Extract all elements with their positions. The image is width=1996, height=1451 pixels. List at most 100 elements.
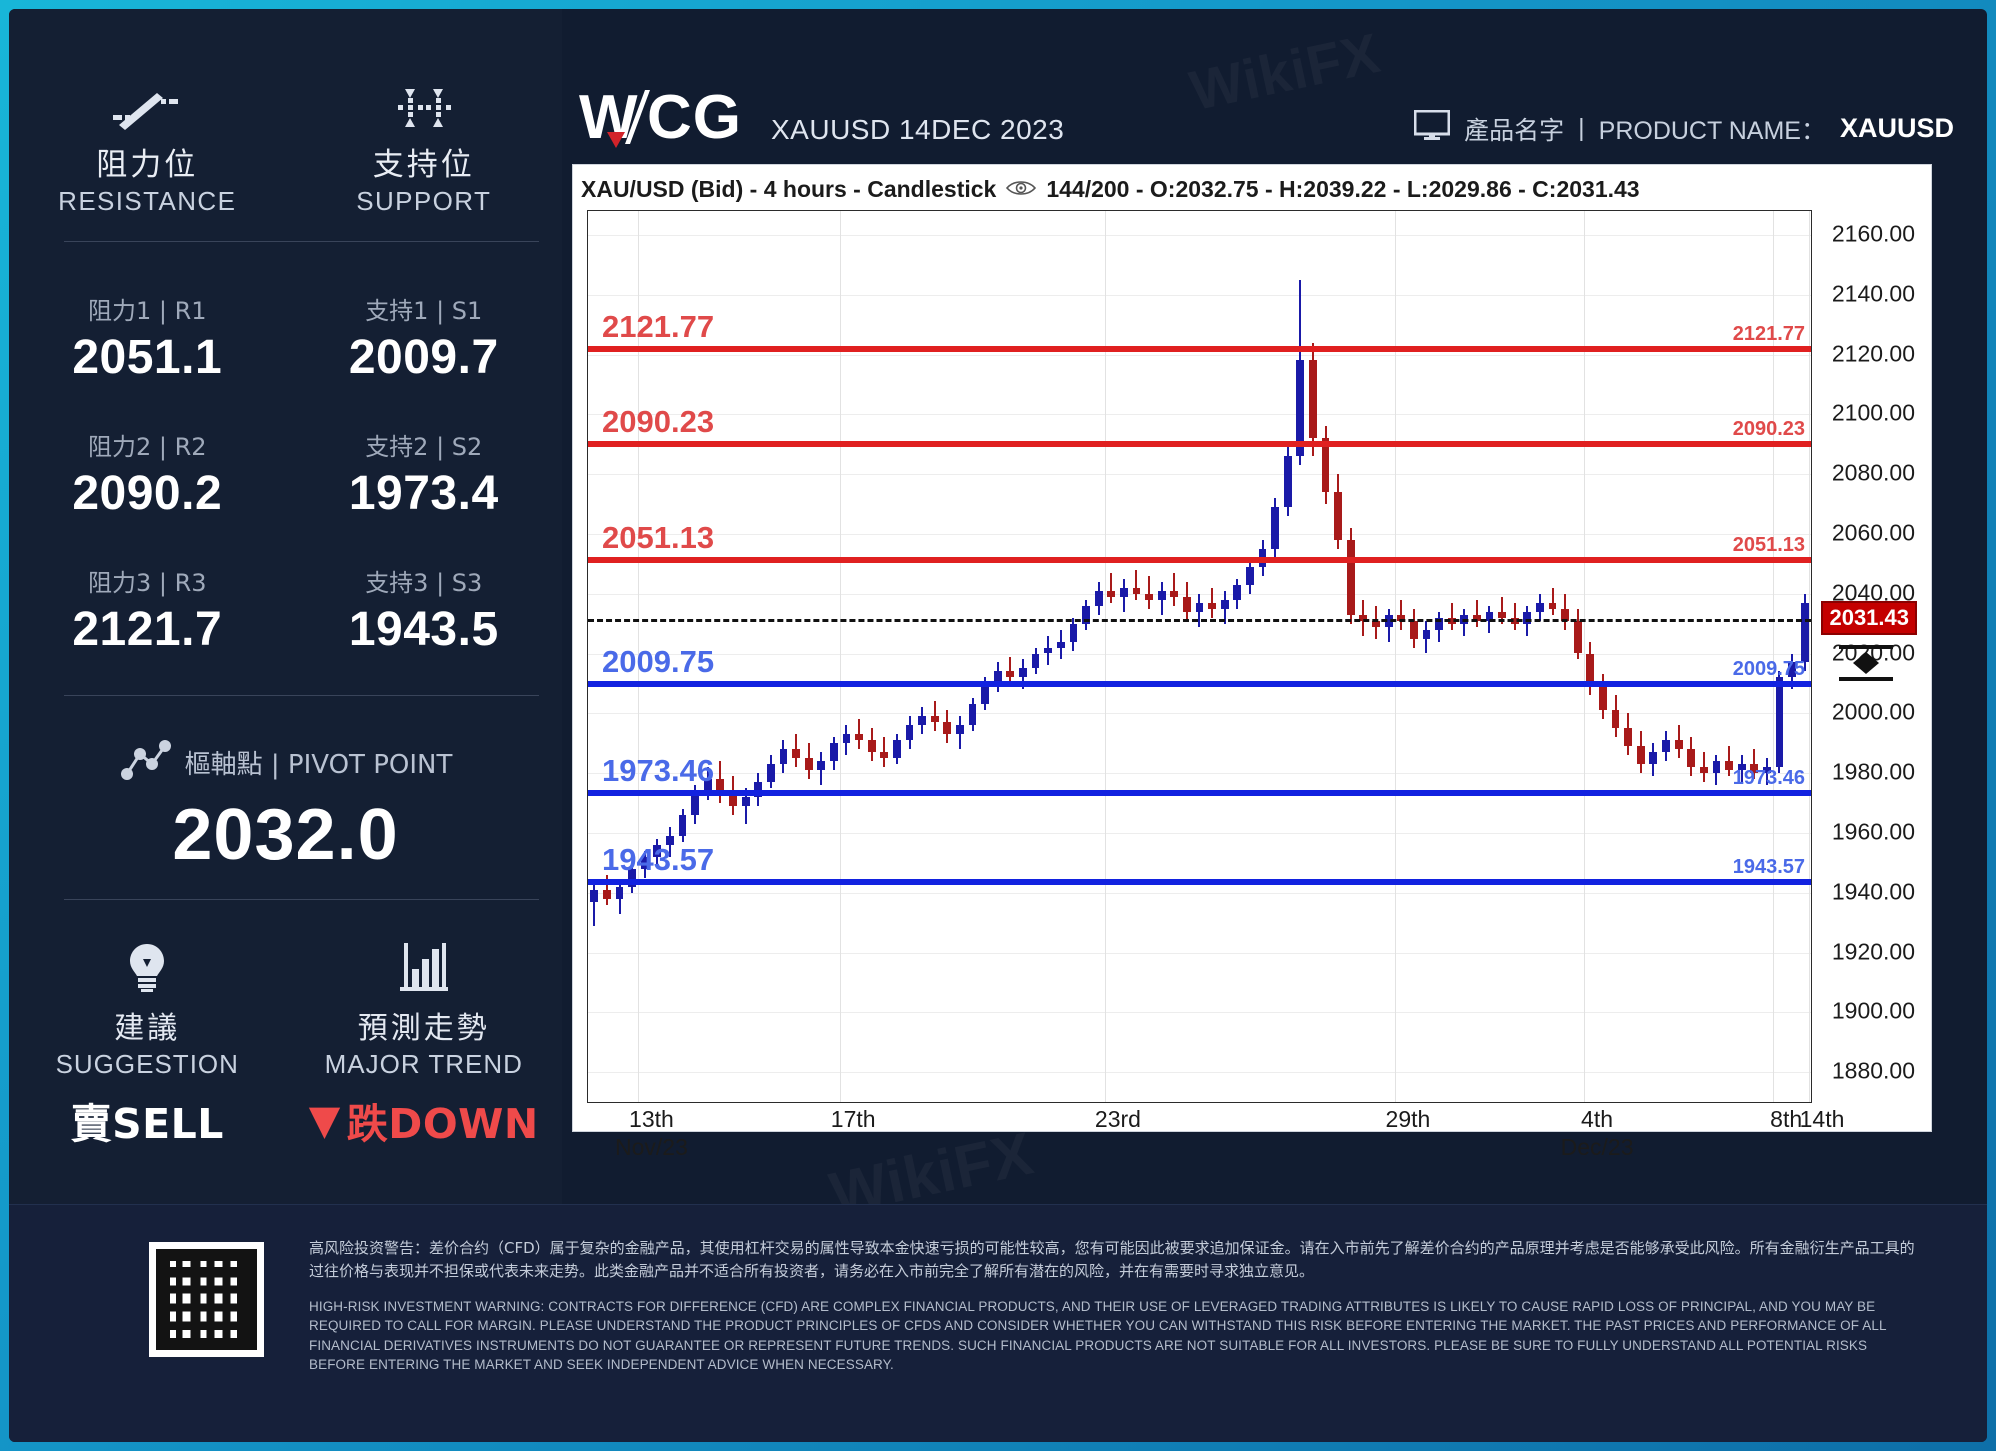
grid-line-h [588, 533, 1811, 535]
price-axis[interactable]: 2160.00 2140.00 2120.00 2100.00 2080.00 2060.… [1813, 210, 1919, 1103]
grid-line-h [588, 234, 1811, 236]
candle-wick [1211, 587, 1214, 618]
product-label-sep: | [1578, 114, 1585, 142]
candle [1536, 211, 1544, 1102]
candle [729, 211, 737, 1102]
candle-body [1182, 596, 1191, 612]
candle-body [1246, 566, 1254, 585]
candle-body [1699, 767, 1708, 774]
date-axis: 13th Nov/23 17th 23rd 29th 4th Dec/23 8th 14th [587, 1105, 1844, 1165]
candle [678, 211, 687, 1102]
candle-body [1536, 602, 1544, 612]
candle [779, 211, 788, 1102]
candle [1296, 211, 1305, 1102]
date-tick: 14th [1799, 1106, 1845, 1132]
candle-body [1006, 671, 1015, 678]
candle [817, 211, 826, 1102]
scale-handle[interactable] [1839, 642, 1893, 684]
candle [867, 211, 876, 1102]
candle [1561, 211, 1570, 1102]
price-tick: 1900.00 [1831, 997, 1915, 1024]
chart-plot-area[interactable]: 2121.77 2121.77 2090.23 2090.23 2051.13 2051.… [587, 210, 1812, 1103]
candle [666, 211, 674, 1102]
qr-code-icon[interactable] [149, 1242, 264, 1357]
grid-line-h [588, 414, 1811, 416]
grid-line-v [1773, 211, 1775, 1102]
candle [615, 211, 624, 1102]
last-price-badge[interactable]: 2031.43 [1821, 601, 1917, 636]
date-tick: 29th [1385, 1106, 1431, 1132]
candle [1687, 211, 1696, 1102]
grid-line-h [588, 892, 1811, 894]
candle-body [1548, 602, 1557, 609]
candle [1485, 211, 1494, 1102]
candle [1372, 211, 1380, 1102]
major-trend-label-en: MAJOR TREND [324, 1049, 523, 1079]
grid-line-h [588, 1072, 1811, 1074]
candle [1750, 211, 1759, 1102]
price-tick: 2040.00 [1831, 579, 1915, 606]
candle-wick [1475, 599, 1478, 627]
candle-body [1725, 761, 1733, 771]
candle [1094, 211, 1103, 1102]
disclaimer-block: 高风险投资警告：差价合约（CFD）属于复杂的金融产品，其使用杠杆交易的属性导致本… [309, 1237, 1919, 1375]
price-tick: 2060.00 [1831, 519, 1915, 546]
candle-body [892, 740, 901, 759]
candle [1258, 211, 1267, 1102]
support-1: 支持1 | S1 2009.7 [286, 291, 563, 385]
candle-body [603, 889, 611, 899]
candle-body [754, 782, 763, 797]
candle [1069, 211, 1078, 1102]
candle [1271, 211, 1280, 1102]
candle-body [1056, 641, 1065, 648]
candle-body [918, 716, 927, 726]
candle-body [1094, 590, 1103, 606]
chart-instrument-label: XAU/USD (Bid) - 4 hours - Candlestick [581, 175, 997, 202]
grid-line-h [588, 474, 1811, 476]
candle [766, 211, 775, 1102]
candle [1636, 211, 1645, 1102]
candle-body [1762, 767, 1771, 774]
candle [1510, 211, 1519, 1102]
resistance-header: 阻力位 RESISTANCE [9, 69, 286, 217]
suggestion-value: 賣SELL [70, 1100, 224, 1148]
candle [1195, 211, 1204, 1102]
candle [1435, 211, 1443, 1102]
candle-body [981, 683, 990, 705]
candle [1447, 211, 1456, 1102]
level-label-left: 2051.13 [602, 520, 715, 556]
candle-body [905, 725, 914, 741]
level-line-support [588, 789, 1811, 796]
candle-body [1044, 647, 1053, 654]
candle [1283, 211, 1292, 1102]
candle-body [1170, 590, 1179, 597]
candle-body [1233, 584, 1242, 600]
price-tick: 2100.00 [1831, 399, 1915, 426]
candle [691, 211, 700, 1102]
candle-body [653, 844, 662, 857]
candle [741, 211, 750, 1102]
price-tick: 1920.00 [1831, 938, 1915, 964]
support-label-cn: 支持位 [372, 147, 475, 183]
candle [653, 211, 662, 1102]
candle [1800, 211, 1809, 1102]
candle-body [956, 725, 964, 735]
candle [1246, 211, 1254, 1102]
candle [1359, 211, 1368, 1102]
chart-panel[interactable]: XAU/USD (Bid) - 4 hours - Candlestick 14… [572, 164, 1932, 1160]
price-tick: 2160.00 [1831, 220, 1915, 247]
support-3-label: 支持3 | S3 [365, 569, 483, 597]
candle-body [1031, 653, 1040, 669]
candle-body [691, 791, 700, 815]
candle-body [1220, 599, 1229, 609]
eye-icon[interactable] [1006, 176, 1037, 203]
candle [1145, 211, 1153, 1102]
candle-body [1132, 587, 1141, 594]
candle-body [1271, 507, 1280, 549]
candle-body [1283, 456, 1292, 507]
resistance-2-label: 阻力2 | R2 [87, 433, 207, 461]
resistance-1: 阻力1 | R1 2051.1 [9, 291, 286, 385]
support-1-label: 支持1 | S1 [365, 297, 483, 325]
resistance-2: 阻力2 | R2 2090.2 [9, 427, 286, 521]
candle [1119, 211, 1128, 1102]
